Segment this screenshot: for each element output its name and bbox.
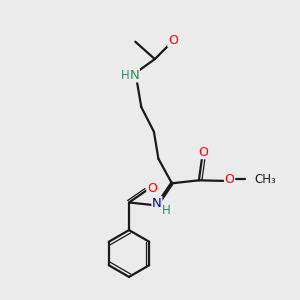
Text: N: N	[130, 69, 139, 82]
Text: O: O	[225, 173, 234, 186]
Text: CH₃: CH₃	[254, 173, 276, 186]
Text: O: O	[199, 146, 208, 159]
Text: H: H	[162, 204, 171, 217]
Text: H: H	[121, 69, 130, 82]
Text: O: O	[147, 182, 157, 195]
Text: O: O	[168, 34, 178, 47]
Text: N: N	[152, 196, 162, 210]
